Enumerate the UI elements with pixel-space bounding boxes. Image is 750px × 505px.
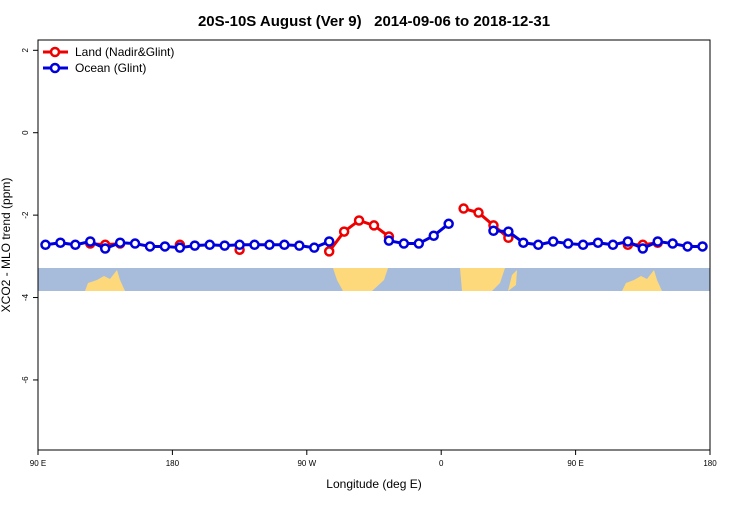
data-point (129, 238, 141, 249)
x-axis-label: Longitude (deg E) (326, 477, 421, 491)
data-point (503, 226, 514, 237)
data-point (547, 236, 559, 247)
y-tick-label: 2 (21, 48, 30, 53)
data-point (368, 220, 380, 231)
data-point (114, 237, 126, 248)
data-point (338, 226, 350, 237)
y-tick-label: -6 (21, 376, 30, 384)
data-point (667, 238, 678, 249)
data-point (473, 207, 484, 218)
data-point (518, 237, 529, 248)
data-point (234, 239, 245, 251)
data-point (488, 225, 499, 237)
x-tick-label: 90 W (297, 459, 316, 468)
y-tick-label: -4 (21, 293, 30, 301)
data-point (533, 239, 544, 251)
data-point (607, 239, 619, 251)
x-tick-label: 90 E (30, 459, 46, 468)
x-tick-label: 180 (166, 459, 180, 468)
data-point (99, 243, 111, 254)
y-tick-label: -2 (21, 211, 30, 219)
data-point (55, 237, 66, 248)
series-line (463, 207, 510, 239)
legend-label: Land (Nadir&Glint) (75, 45, 174, 59)
y-axis-label: XCO2 - MLO trend (ppm) (0, 178, 13, 313)
data-point (562, 238, 574, 249)
x-tick-label: 180 (703, 459, 717, 468)
legend: Land (Nadir&Glint) Ocean (Glint) (43, 45, 174, 75)
data-point (174, 242, 186, 253)
data-point (458, 203, 469, 214)
data-point (323, 236, 335, 247)
data-point (443, 218, 454, 230)
data-point (204, 239, 215, 251)
data-point (70, 239, 81, 251)
map-strip (38, 268, 710, 291)
data-point (309, 242, 320, 253)
data-point (294, 240, 305, 251)
x-tick-label: 0 (439, 459, 444, 468)
legend-label: Ocean (Glint) (75, 61, 146, 75)
data-point (85, 236, 96, 247)
data-point (219, 240, 230, 251)
data-point (353, 215, 365, 226)
data-point (697, 241, 708, 252)
chart-title: 20S-10S August (Ver 9) 2014-09-06 to 201… (198, 13, 550, 30)
data-point (279, 239, 290, 251)
data-point (428, 230, 439, 241)
data-point (577, 239, 589, 251)
data-point (189, 240, 201, 251)
data-point (652, 236, 663, 247)
y-tick-label: 0 (21, 130, 30, 135)
data-point (144, 241, 156, 252)
data-point (264, 239, 275, 251)
data-point (682, 241, 693, 252)
data-point (323, 246, 335, 257)
data-point (40, 239, 51, 251)
data-point (622, 236, 634, 247)
data-point (637, 243, 649, 254)
data-point (398, 238, 410, 249)
data-point (413, 238, 425, 249)
plot-frame (37, 39, 711, 451)
data-point (383, 235, 395, 246)
data-point (249, 239, 260, 251)
x-tick-label: 90 E (567, 459, 583, 468)
data-point (159, 241, 171, 252)
data-point (592, 237, 604, 248)
